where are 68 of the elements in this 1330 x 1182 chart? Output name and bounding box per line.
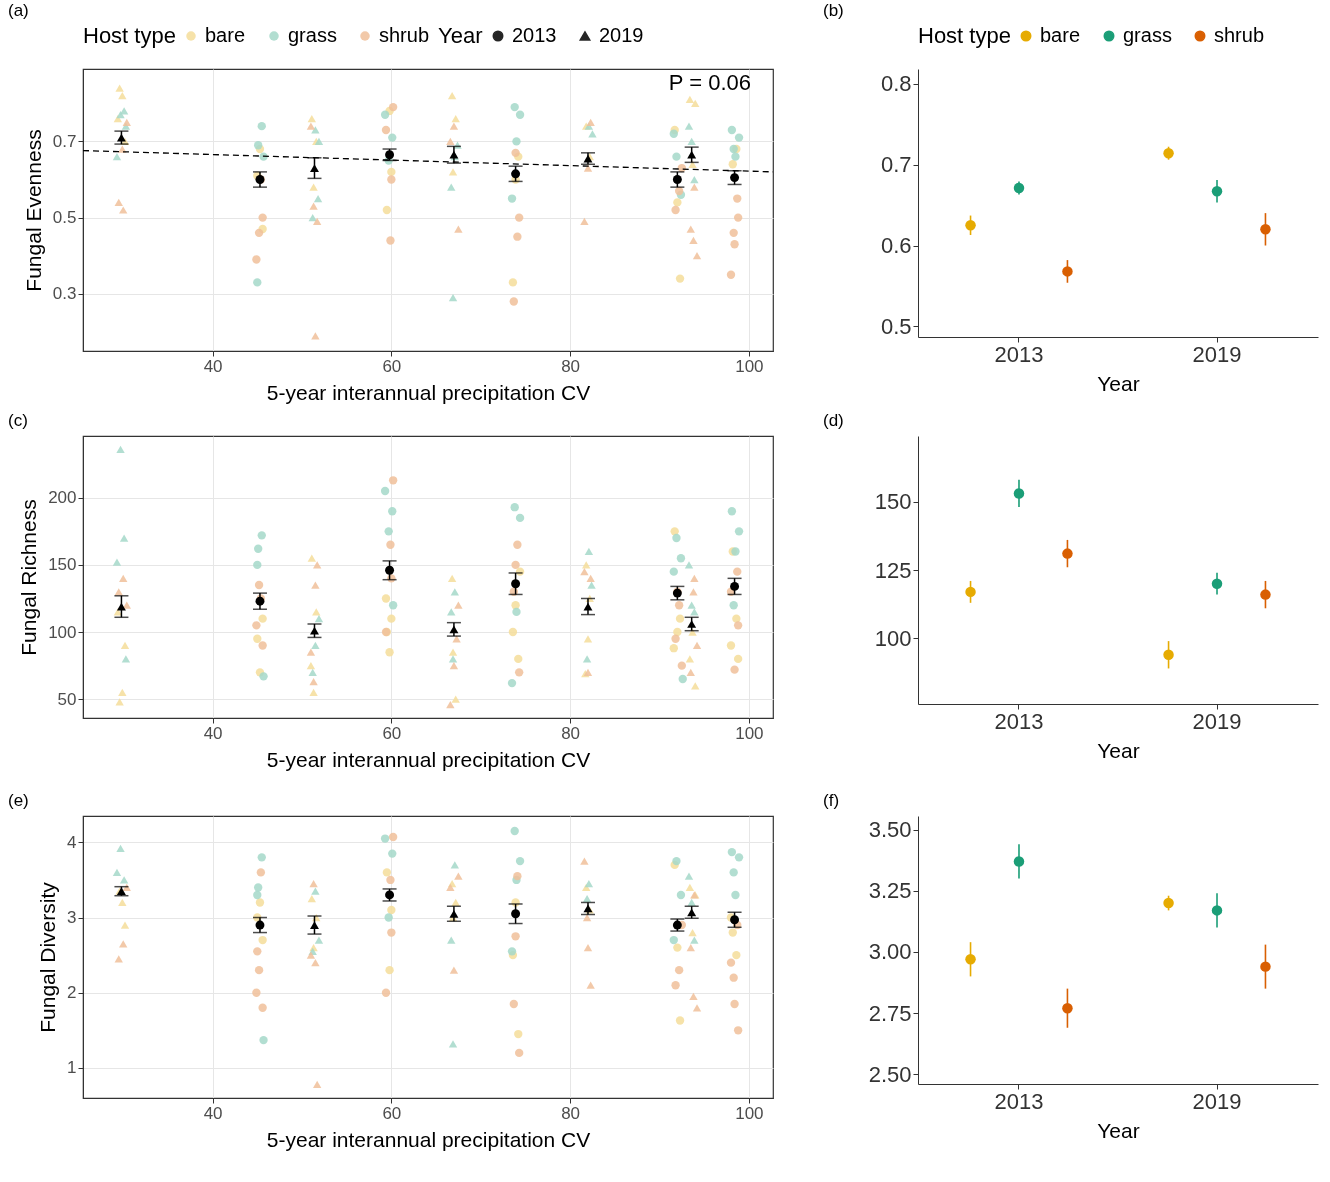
legend-label: 2013 — [512, 24, 557, 46]
x-tick-label: 80 — [561, 356, 581, 376]
legend-label: shrub — [379, 24, 430, 46]
x-axis-title: Year — [1097, 371, 1140, 395]
legend-label: bare — [1040, 24, 1081, 46]
legend-label: grass — [1123, 24, 1172, 46]
x-tick-label: 100 — [735, 356, 764, 376]
annotation: P = 0.06 — [668, 70, 751, 95]
y-tick-label: 150 — [874, 489, 912, 515]
x-tick-label: 40 — [203, 1103, 223, 1123]
y-tick-label: 50 — [57, 689, 77, 709]
x-axis-title: Year — [1097, 1118, 1140, 1142]
y-tick-label: 2 — [67, 983, 77, 1003]
y-tick-label: 1 — [67, 1058, 77, 1078]
y-tick-label: 100 — [874, 625, 912, 651]
x-tick-label: 100 — [735, 1103, 764, 1123]
x-tick-label: 2019 — [1192, 1088, 1242, 1114]
x-tick-label: 60 — [382, 723, 402, 743]
y-tick-label: 0.7 — [52, 131, 77, 151]
legend-title: Host type — [918, 23, 1011, 48]
y-tick-label: 3 — [67, 908, 77, 928]
y-tick-label: 2.50 — [868, 1061, 912, 1087]
chart-title: (d) — [823, 411, 844, 430]
y-tick-label: 0.6 — [880, 233, 912, 259]
y-tick-label: 3.00 — [868, 939, 912, 965]
x-tick-label: 40 — [203, 356, 223, 376]
x-tick-label: 2019 — [1192, 708, 1242, 734]
x-tick-label: 2013 — [994, 708, 1044, 734]
y-tick-label: 3.50 — [868, 817, 912, 843]
chart-title: (b) — [823, 1, 844, 20]
x-tick-label: 100 — [735, 723, 764, 743]
y-tick-label: 3.25 — [868, 878, 912, 904]
y-tick-label: 4 — [67, 832, 77, 852]
legend-label: shrub — [1214, 24, 1265, 46]
x-tick-label: 2019 — [1192, 341, 1242, 367]
y-tick-label: 100 — [48, 622, 77, 642]
x-axis-title: 5-year interannual precipitation CV — [266, 1127, 591, 1151]
legend-label: grass — [288, 24, 337, 46]
x-tick-label: 80 — [561, 723, 581, 743]
y-tick-label: 0.3 — [52, 284, 77, 304]
y-axis-title: Fungal Diversity — [36, 881, 60, 1033]
x-tick-label: 60 — [382, 1103, 402, 1123]
y-tick-label: 200 — [48, 488, 77, 508]
y-axis-title: Fungal Richness — [17, 499, 41, 656]
legend-label: 2019 — [599, 24, 644, 46]
x-tick-label: 2013 — [994, 341, 1044, 367]
x-axis-title: 5-year interannual precipitation CV — [266, 747, 591, 771]
x-tick-label: 60 — [382, 356, 402, 376]
x-tick-label: 2013 — [994, 1088, 1044, 1114]
text: Year — [438, 23, 483, 48]
y-tick-label: 0.7 — [880, 152, 912, 178]
x-tick-label: 40 — [203, 723, 223, 743]
y-axis-title: Fungal Evenness — [21, 129, 45, 292]
y-tick-label: 0.5 — [880, 313, 912, 339]
y-tick-label: 125 — [874, 557, 912, 583]
y-tick-label: 0.8 — [880, 71, 912, 97]
y-tick-label: 2.75 — [868, 1000, 912, 1026]
legend-label: bare — [205, 24, 246, 46]
x-tick-label: 80 — [561, 1103, 581, 1123]
x-axis-title: 5-year interannual precipitation CV — [266, 380, 591, 404]
chart-title: (f) — [823, 791, 840, 810]
legend-title: Host type — [83, 23, 176, 48]
chart-title: (e) — [8, 791, 29, 810]
chart-title: (a) — [8, 1, 29, 20]
y-tick-label: 0.5 — [52, 208, 77, 228]
chart-title: (c) — [8, 411, 28, 430]
y-tick-label: 150 — [48, 555, 77, 575]
x-axis-title: Year — [1097, 738, 1140, 762]
